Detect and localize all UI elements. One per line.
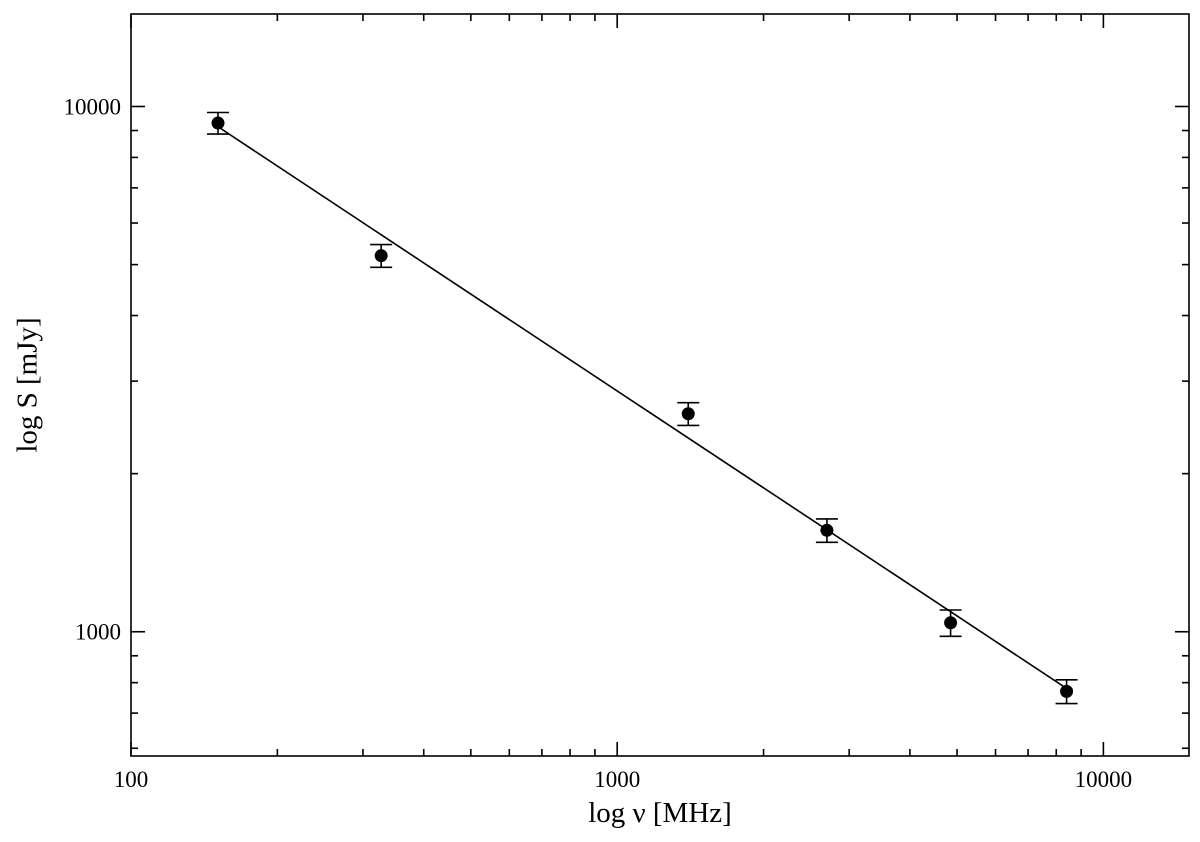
y-tick-label: 10000	[64, 94, 122, 119]
data-point	[374, 249, 388, 263]
y-tick-label: 1000	[75, 620, 121, 645]
data-point	[1060, 684, 1074, 698]
y-axis-label: log S [mJy]	[12, 317, 44, 452]
fit-line	[217, 126, 1068, 690]
x-tick-label: 100	[114, 767, 149, 792]
minor-ticks	[131, 14, 1189, 756]
data-point	[944, 616, 958, 630]
data-point	[211, 116, 225, 130]
x-tick-label: 1000	[594, 767, 640, 792]
x-tick-label: 10000	[1075, 767, 1133, 792]
x-tick-labels: 100 1000 10000	[114, 767, 1132, 792]
data-point	[681, 407, 695, 421]
y-tick-labels: 1000 10000	[64, 94, 122, 644]
data-point	[820, 523, 834, 537]
data-points	[211, 116, 1074, 698]
x-axis-label: log ν [MHz]	[588, 797, 732, 829]
plot-frame	[130, 13, 1190, 757]
major-ticks	[130, 14, 1189, 756]
